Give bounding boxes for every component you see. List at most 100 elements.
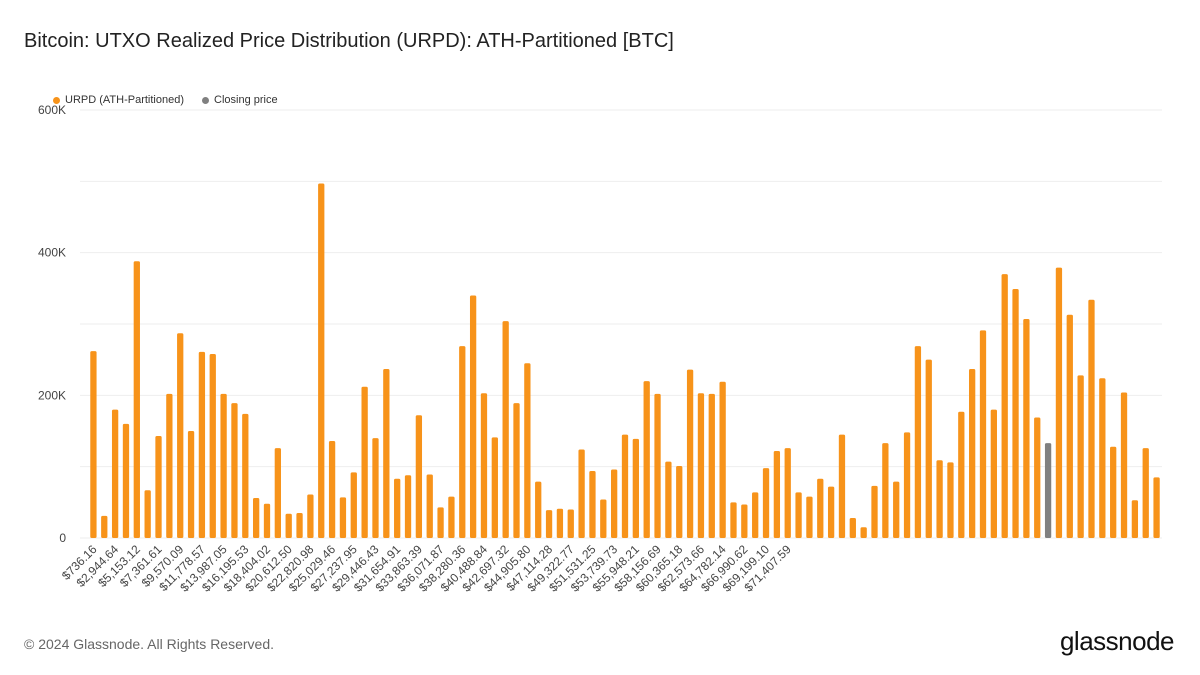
urpd-bar [415, 415, 423, 538]
urpd-bar [122, 423, 130, 538]
urpd-bar [730, 502, 737, 538]
legend-item-urpd[interactable]: URPD (ATH-Partitioned) [53, 94, 184, 106]
urpd-bar [253, 498, 260, 538]
urpd-bar [1142, 448, 1149, 538]
y-tick-label: 200K [38, 388, 66, 402]
urpd-bar [144, 490, 151, 538]
urpd-bar [459, 346, 466, 538]
urpd-bar [1001, 274, 1008, 538]
urpd-bar [708, 393, 715, 538]
legend-label-urpd: URPD (ATH-Partitioned) [65, 94, 184, 106]
y-tick-label: 0 [59, 531, 66, 545]
urpd-bar [958, 411, 965, 538]
urpd-bar [600, 499, 607, 538]
urpd-bar [947, 462, 954, 538]
urpd-bar [209, 353, 216, 538]
urpd-bar [469, 295, 477, 538]
urpd-bar [155, 435, 162, 538]
urpd-bar [1099, 378, 1106, 538]
urpd-bar [621, 434, 629, 538]
urpd-bar [502, 321, 509, 538]
urpd-bar [1023, 319, 1030, 538]
urpd-bar [426, 474, 433, 538]
urpd-bar [1153, 477, 1160, 538]
urpd-bar [242, 413, 249, 538]
urpd-bar [491, 437, 498, 538]
urpd-bar [328, 440, 336, 538]
urpd-bar [177, 333, 184, 538]
urpd-bar [838, 434, 846, 538]
urpd-bar [437, 507, 444, 538]
y-tick-label: 400K [38, 246, 66, 260]
glassnode-logo: glassnode [1059, 626, 1175, 656]
urpd-bar [925, 359, 932, 538]
urpd-bar [795, 492, 802, 538]
urpd-bar [773, 450, 781, 538]
urpd-bar [274, 448, 281, 538]
urpd-bar [979, 330, 987, 538]
urpd-bar [524, 363, 531, 538]
urpd-bar [90, 351, 97, 538]
urpd-bar [860, 527, 867, 538]
urpd-bar [1088, 299, 1095, 538]
urpd-bar [1066, 314, 1073, 538]
urpd-bar [513, 403, 520, 538]
urpd-bar [1120, 392, 1128, 538]
urpd-bar [448, 496, 455, 538]
urpd-bar [849, 518, 856, 538]
urpd-bar [762, 468, 770, 538]
urpd-bar [697, 393, 705, 538]
y-tick-label: 600K [38, 103, 66, 117]
urpd-bar [914, 346, 922, 538]
urpd-bar [166, 393, 173, 538]
urpd-bar [611, 469, 618, 538]
urpd-bar [285, 513, 292, 538]
closing-price-bar [1044, 443, 1052, 538]
urpd-bar [394, 478, 401, 538]
urpd-bar [480, 393, 488, 538]
urpd-bar [556, 508, 564, 538]
chart-title: Bitcoin: UTXO Realized Price Distributio… [24, 30, 674, 52]
urpd-bar [903, 432, 911, 538]
urpd-bar [578, 449, 585, 538]
urpd-bar [383, 368, 390, 538]
urpd-bar [969, 368, 976, 538]
urpd-bar [535, 481, 542, 538]
urpd-bar [361, 386, 368, 538]
urpd-bar [686, 369, 694, 538]
urpd-bar [545, 510, 553, 538]
legend-dot-closing-price [202, 96, 209, 104]
urpd-bar [806, 496, 813, 538]
urpd-bar [871, 485, 878, 538]
urpd-bar [296, 513, 303, 538]
legend-item-closing-price[interactable]: Closing price [202, 94, 278, 106]
urpd-bar [263, 503, 271, 538]
urpd-bar [654, 393, 661, 538]
urpd-bar [339, 497, 347, 538]
urpd-bar [101, 515, 108, 538]
urpd-bar [307, 494, 314, 538]
urpd-bar [665, 461, 672, 538]
urpd-bar [936, 460, 943, 538]
urpd-bar [231, 403, 238, 538]
urpd-bar [1131, 500, 1139, 538]
urpd-bar [220, 393, 227, 538]
urpd-bar [752, 492, 759, 538]
urpd-bar [643, 381, 650, 538]
urpd-bar [1055, 267, 1063, 538]
legend-label-closing-price: Closing price [214, 94, 278, 106]
urpd-bar [882, 443, 889, 538]
urpd-bar [1110, 446, 1117, 538]
urpd-bar [318, 183, 325, 538]
urpd-bar [1077, 375, 1084, 538]
urpd-bar [990, 409, 997, 538]
urpd-bar [893, 481, 900, 538]
legend-dot-urpd [53, 96, 60, 104]
copyright-text: © 2024 Glassnode. All Rights Reserved. [24, 636, 275, 652]
urpd-bar [784, 448, 791, 538]
urpd-bar [817, 478, 824, 538]
urpd-bar [567, 509, 574, 538]
urpd-bar [111, 409, 119, 538]
urpd-bar [404, 475, 412, 538]
